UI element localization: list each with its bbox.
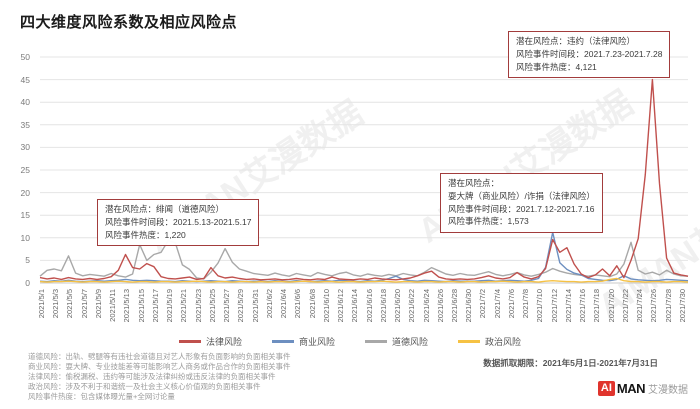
y-tick-label: 45 xyxy=(20,74,30,85)
footnote-line: 道德风险：出轨、劈腿等有违社会道德且对艺人形象有负面影响的负面相关事件 xyxy=(28,352,291,361)
x-tick-label: 2021/7/4 xyxy=(492,289,502,319)
x-tick-label: 2021/5/31 xyxy=(250,289,260,323)
x-tick-label: 2021/5/21 xyxy=(179,289,189,323)
legend-label: 道德风险 xyxy=(392,337,429,347)
annotation-box-moral-risk: 潜在风险点：绯闻（道德风险） 风险事件时间段：2021.5.13-2021.5.1… xyxy=(97,199,260,247)
x-tick-label: 2021/7/22 xyxy=(620,289,630,323)
footnote-line: 法律风险：偷税漏税、违约等可能涉及法律纠纷或违反法律的负面相关事件 xyxy=(28,371,276,381)
x-tick-label: 2021/5/5 xyxy=(65,289,75,319)
annotation-line: 风险事件时间段：2021.7.23-2021.7.28 xyxy=(516,48,663,59)
x-tick-label: 2021/5/27 xyxy=(222,289,232,323)
x-tick-label: 2021/5/15 xyxy=(136,289,146,323)
legend-swatch xyxy=(271,340,294,343)
y-tick-label: 35 xyxy=(20,119,30,130)
x-tick-label: 2021/6/12 xyxy=(336,289,346,323)
x-tick-label: 2021/6/30 xyxy=(464,289,474,323)
x-tick-label: 2021/6/16 xyxy=(364,289,374,323)
legend-label: 政治风险 xyxy=(485,337,522,347)
legend-swatch xyxy=(178,340,201,343)
y-tick-label: 20 xyxy=(20,187,30,198)
x-tick-label: 2021/5/7 xyxy=(79,289,89,319)
annotation-line: 潜在风险点：违约（法律风险） xyxy=(516,36,636,46)
legend-label: 法律风险 xyxy=(205,337,242,347)
footnote-line: 政治风险：涉及不利于和谐统一及社会主义核心价值观的负面相关事件 xyxy=(28,381,261,391)
x-tick-label: 2021/7/24 xyxy=(635,289,645,323)
x-tick-label: 2021/6/6 xyxy=(293,289,303,319)
legend-label: 商业风险 xyxy=(298,337,335,347)
series-line-道德风险 xyxy=(39,239,689,280)
legend-item-道德风险: 道德风险 xyxy=(365,335,428,348)
x-tick-label: 2021/5/9 xyxy=(93,289,103,319)
chart-legend: 法律风险 商业风险 道德风险 政治风险 xyxy=(0,335,700,348)
footnote-line: 风险事件热度：包含媒体曝光量+全网讨论量 xyxy=(28,391,175,401)
x-tick-label: 2021/7/20 xyxy=(606,289,616,323)
x-tick-label: 2021/7/28 xyxy=(663,289,673,323)
legend-item-法律风险: 法律风险 xyxy=(178,335,242,348)
x-tick-label: 2021/6/28 xyxy=(450,289,459,323)
annotation-box-legal-risk: 潜在风险点：违约（法律风险） 风险事件时间段：2021.7.23-2021.7.2… xyxy=(508,31,671,79)
x-tick-label: 2021/5/23 xyxy=(193,289,203,323)
y-tick-label: 5 xyxy=(25,255,30,266)
y-tick-label: 15 xyxy=(20,210,30,221)
data-period-label: 数据抓取期限：2021年5月1日-2021年7月31日 xyxy=(483,358,658,368)
x-tick-label: 2021/5/29 xyxy=(236,289,246,323)
x-tick-label: 2021/6/8 xyxy=(307,289,317,319)
x-tick-label: 2021/5/25 xyxy=(207,289,217,323)
x-tick-label: 2021/6/14 xyxy=(350,289,360,323)
series-line-法律风险 xyxy=(39,78,689,281)
legend-item-商业风险: 商业风险 xyxy=(271,335,335,348)
legend-swatch xyxy=(365,340,387,343)
x-tick-label: 2021/7/8 xyxy=(521,289,531,319)
x-tick-label: 2021/7/26 xyxy=(649,289,659,323)
x-tick-label: 2021/6/2 xyxy=(264,289,274,319)
x-tick-label: 2021/5/3 xyxy=(51,289,61,319)
x-tick-label: 2021/7/2 xyxy=(478,289,488,319)
x-tick-label: 2021/7/12 xyxy=(549,289,559,323)
x-tick-label: 2021/7/14 xyxy=(563,289,573,323)
annotation-box-business-legal-risk: 潜在风险点： 耍大牌（商业风险）/诈捐（法律风险） 风险事件时间段：2021.7.1… xyxy=(440,173,603,233)
series-line-政治风险 xyxy=(39,277,689,283)
x-tick-label: 2021/6/22 xyxy=(407,289,417,323)
x-tick-label: 2021/5/11 xyxy=(108,289,118,322)
x-tick-label: 2021/7/18 xyxy=(592,289,602,323)
y-tick-label: 10 xyxy=(20,232,30,243)
x-tick-label: 2021/6/10 xyxy=(321,289,331,323)
x-tick-label: 2021/6/26 xyxy=(435,289,445,323)
y-tick-label: 40 xyxy=(20,97,30,108)
x-tick-label: 2021/5/1 xyxy=(37,289,46,319)
logo-suffix-text: 艾漫数据 xyxy=(648,385,688,396)
annotation-line: 潜在风险点： xyxy=(448,178,500,188)
annotation-line: 风险事件热度：4,121 xyxy=(516,61,597,72)
logo-man-text: MAN xyxy=(616,381,646,396)
x-tick-label: 2021/5/13 xyxy=(122,289,132,323)
y-tick-label: 30 xyxy=(20,142,30,153)
logo-ai-badge: AI xyxy=(597,381,615,396)
y-tick-label: 50 xyxy=(20,52,30,62)
aiman-logo: AI MAN 艾漫数据 xyxy=(597,381,688,396)
x-tick-label: 2021/7/6 xyxy=(506,289,516,319)
legend-swatch xyxy=(458,340,481,343)
x-tick-label: 2021/7/16 xyxy=(578,289,588,323)
annotation-line: 风险事件热度：1,220 xyxy=(105,229,186,240)
x-tick-label: 2021/6/24 xyxy=(421,289,431,323)
annotation-line: 风险事件时间段：2021.5.13-2021.5.17 xyxy=(105,216,252,227)
y-tick-label: 0 xyxy=(25,278,30,288)
x-tick-label: 2021/5/17 xyxy=(150,289,160,323)
annotation-line: 风险事件时间段：2021.7.12-2021.7.16 xyxy=(448,203,595,214)
y-tick-label: 25 xyxy=(20,165,30,175)
x-tick-label: 2021/6/20 xyxy=(393,289,403,323)
x-tick-label: 2021/6/4 xyxy=(279,289,289,319)
x-tick-label: 2021/7/30 xyxy=(677,289,687,323)
footnote-line: 商业风险：耍大牌、专业技能差等可能影响艺人商务或作品合作的负面相关事件 xyxy=(28,361,291,371)
x-tick-label: 2021/7/10 xyxy=(535,289,545,323)
footnotes-block: 道德风险：出轨、劈腿等有违社会道德且对艺人形象有负面影响的负面相关事件 商业风险：… xyxy=(28,352,291,401)
x-tick-label: 2021/5/19 xyxy=(165,289,175,323)
annotation-line: 风险事件热度：1,573 xyxy=(448,216,529,227)
page-title: 四大维度风险系数及相应风险点 xyxy=(20,14,238,31)
annotation-line: 耍大牌（商业风险）/诈捐（法律风险） xyxy=(448,190,595,201)
legend-item-政治风险: 政治风险 xyxy=(458,335,521,348)
annotation-line: 潜在风险点：绯闻（道德风险） xyxy=(105,204,225,214)
x-tick-label: 2021/6/18 xyxy=(378,289,388,323)
